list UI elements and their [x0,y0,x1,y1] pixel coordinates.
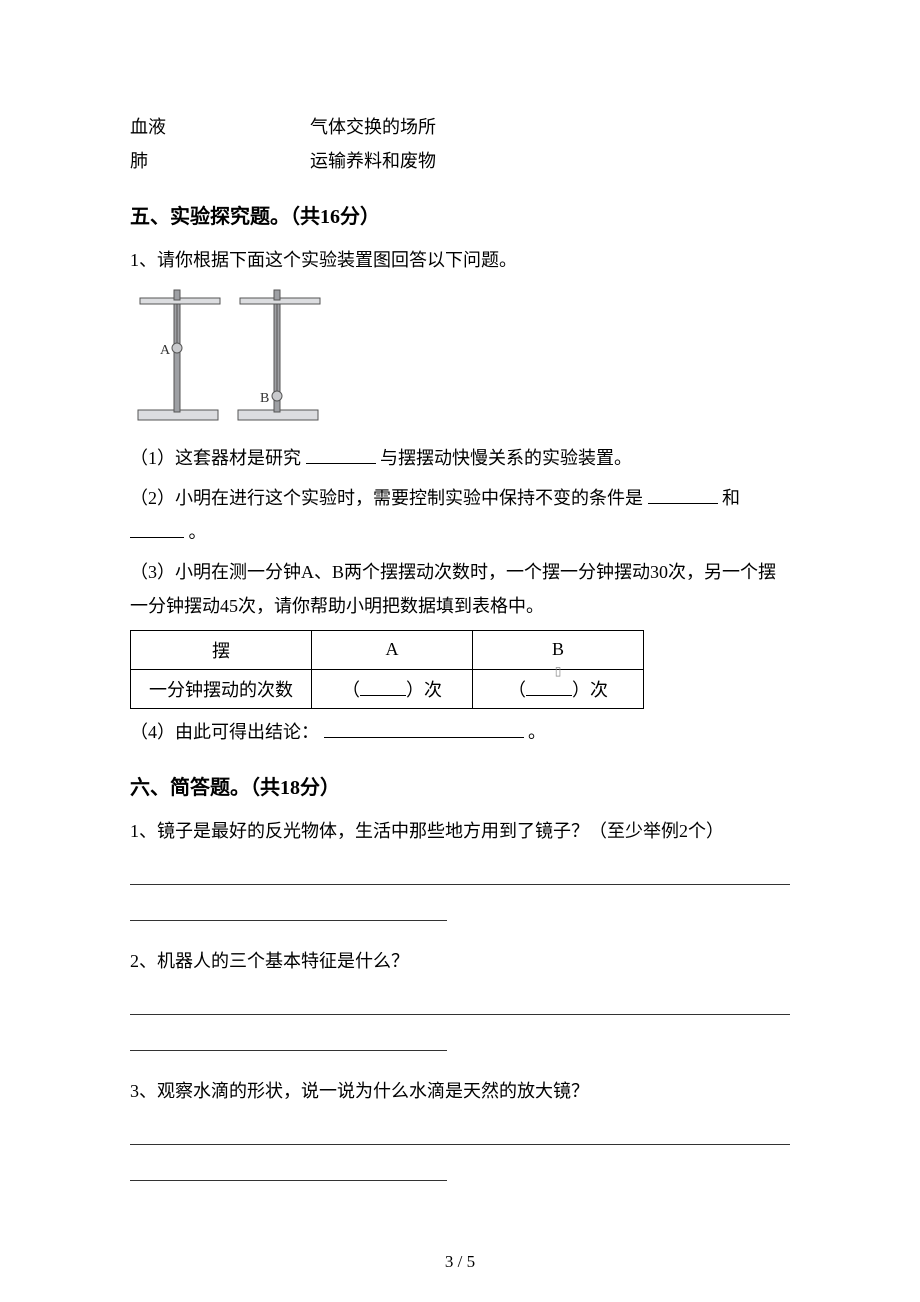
text: ）次 [572,680,608,700]
fill-blank[interactable] [648,485,718,504]
table-header-cell: A [312,630,473,669]
q5-1-sub3: （3）小明在测一分钟A、B两个摆摆动次数时，一个摆一分钟摆动30次，另一个摆一分… [130,555,790,623]
text: 与摆摆动快慢关系的实验装置。 [380,448,632,468]
answer-line[interactable] [130,1128,790,1145]
text: ）次 [406,680,442,700]
table-row: 一分钟摆动的次数 （ ）次 ▯ （ ）次 [131,669,644,708]
section-6-heading: 六、简答题。（共18分） [130,771,790,800]
fill-blank[interactable] [324,719,524,738]
column-a-text: 血液 [130,110,310,144]
apparatus-diagram: A B [130,288,790,433]
section-5-heading: 五、实验探究题。（共16分） [130,200,790,229]
q5-1-sub1: （1）这套器材是研究 与摆摆动快慢关系的实验装置。 [130,441,790,475]
q5-1-sub4: （4）由此可得出结论： 。 [130,715,790,749]
svg-text:B: B [260,391,269,406]
fill-blank[interactable] [526,677,572,696]
text: （1）这套器材是研究 [130,448,301,468]
pendulum-table: 摆 A B 一分钟摆动的次数 （ ）次 ▯ （ ）次 [130,630,644,709]
q5-1-intro: 1、请你根据下面这个实验装置图回答以下问题。 [130,243,790,277]
answer-line[interactable] [130,904,447,921]
column-pair-row: 血液 气体交换的场所 [130,110,790,144]
fill-blank[interactable] [360,677,406,696]
text: （ [342,680,360,700]
table-header-cell: 摆 [131,630,312,669]
q6-2: 2、机器人的三个基本特征是什么？ [130,944,790,978]
answer-line[interactable] [130,868,790,885]
column-pair-row: 肺 运输养料和废物 [130,144,790,178]
column-a-text: 肺 [130,144,310,178]
apparatus-svg: A B [130,288,330,428]
column-b-text: 运输养料和废物 [310,144,436,178]
q6-3: 3、观察水滴的形状，说一说为什么水滴是天然的放大镜？ [130,1074,790,1108]
page-number: 3 / 5 [0,1252,920,1272]
fill-blank[interactable] [130,519,184,538]
text: 和 [722,488,740,508]
answer-line[interactable] [130,1164,447,1181]
table-row: 摆 A B [131,630,644,669]
text: （2）小明在进行这个实验时，需要控制实验中保持不变的条件是 [130,488,643,508]
text: 。 [528,722,546,742]
fill-blank[interactable] [306,445,376,464]
svg-text:A: A [160,343,171,358]
q5-1-sub2: （2）小明在进行这个实验时，需要控制实验中保持不变的条件是 和 。 [130,481,790,549]
q6-1: 1、镜子是最好的反光物体，生活中那些地方用到了镜子？（至少举例2个） [130,814,790,848]
table-cell-input: ▯ （ ）次 [473,669,644,708]
answer-line[interactable] [130,998,790,1015]
table-cell-input: （ ）次 [312,669,473,708]
text: （4）由此可得出结论： [130,722,319,742]
page: 血液 气体交换的场所 肺 运输养料和废物 五、实验探究题。（共16分） 1、请你… [0,0,920,1302]
text: （ [508,680,526,700]
marker-icon: ▯ [555,666,562,676]
table-cell-label: 一分钟摆动的次数 [131,669,312,708]
column-b-text: 气体交换的场所 [310,110,436,144]
answer-line[interactable] [130,1034,447,1051]
text: 。 [189,522,207,542]
